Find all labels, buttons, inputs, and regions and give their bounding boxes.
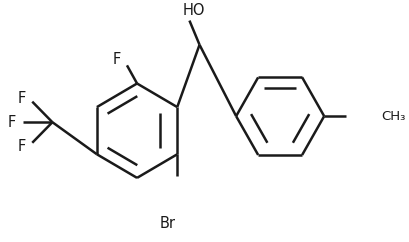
- Text: CH₃: CH₃: [380, 110, 405, 123]
- Text: F: F: [7, 115, 16, 130]
- Text: HO: HO: [182, 3, 204, 18]
- Text: F: F: [18, 91, 26, 106]
- Text: Br: Br: [159, 216, 175, 231]
- Text: F: F: [18, 139, 26, 154]
- Text: F: F: [112, 52, 121, 67]
